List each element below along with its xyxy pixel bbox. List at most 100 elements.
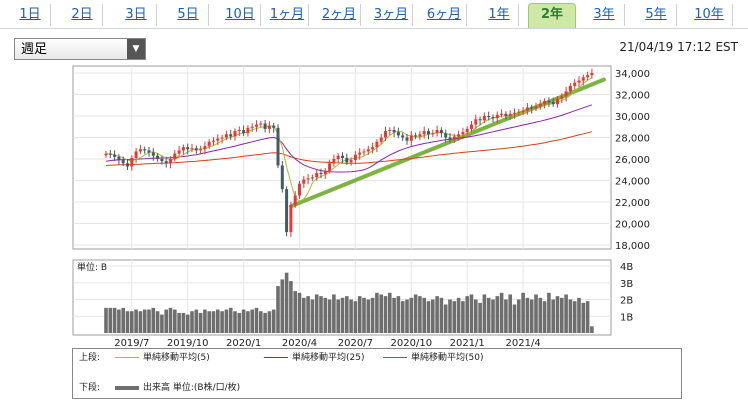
- volume-tick-label: 2B: [620, 296, 633, 307]
- tab-11[interactable]: 3年: [584, 4, 625, 26]
- volume-bar: [486, 297, 491, 333]
- candle: [229, 134, 233, 137]
- volume-tick-label: 3B: [620, 279, 633, 290]
- candle: [220, 137, 224, 139]
- volume-bar: [340, 297, 345, 333]
- volume-bar: [284, 272, 289, 333]
- tab-4[interactable]: 10日: [220, 4, 261, 26]
- volume-bar: [211, 311, 216, 333]
- legend-row-upper: 上段: 単純移動平均(5) 単純移動平均(25) 単純移動平均(50): [79, 351, 679, 365]
- candle: [169, 159, 172, 164]
- candle: [530, 107, 534, 109]
- tab-1[interactable]: 2日: [62, 4, 103, 26]
- ma25-swatch: [264, 357, 288, 358]
- volume-bar: [495, 296, 500, 333]
- tab-10[interactable]: 2年: [528, 3, 576, 28]
- candle: [495, 114, 499, 119]
- volume-bar: [585, 301, 590, 333]
- volume-bar: [370, 297, 375, 333]
- candle: [362, 151, 366, 153]
- candle: [482, 116, 486, 121]
- volume-bar: [413, 294, 418, 333]
- chevron-down-icon[interactable]: ▼: [127, 39, 145, 59]
- volume-bar: [590, 326, 594, 333]
- candle: [573, 82, 577, 86]
- candle: [147, 150, 151, 153]
- volume-bar: [474, 299, 478, 333]
- candle: [457, 134, 461, 137]
- volume-bar: [271, 309, 276, 333]
- legend-row-lower: 下段: 出来高 単位:(B株/口/枚): [79, 381, 679, 395]
- candle: [470, 124, 473, 129]
- candle: [336, 155, 340, 159]
- volume-bar: [572, 301, 577, 333]
- tab-7[interactable]: 3ヶ月: [370, 4, 413, 26]
- volume-bar: [121, 307, 125, 333]
- volume-bar: [534, 294, 538, 333]
- candle: [113, 154, 117, 157]
- volume-bar: [276, 286, 280, 333]
- volume-bar: [345, 296, 349, 333]
- price-tick-label: 32,000: [615, 91, 650, 102]
- candle: [534, 106, 538, 109]
- volume-bar: [237, 312, 242, 333]
- candle: [242, 129, 246, 134]
- candle: [590, 73, 594, 76]
- candle: [379, 137, 383, 142]
- candle: [138, 149, 142, 152]
- tab-13[interactable]: 10年: [686, 4, 733, 26]
- volume-tick-label: 4B: [620, 262, 633, 273]
- candle: [461, 132, 465, 135]
- tab-2[interactable]: 3日: [116, 4, 157, 26]
- candle: [160, 159, 164, 162]
- legend-ma5-label: 単純移動平均(5): [143, 353, 210, 363]
- volume-bar: [443, 304, 448, 333]
- candle: [263, 123, 267, 129]
- legend-ma50-label: 単純移動平均(50): [411, 353, 484, 363]
- volume-bar: [499, 292, 504, 333]
- tab-6[interactable]: 2ヶ月: [318, 4, 361, 26]
- candle: [568, 85, 572, 92]
- volume-bar: [302, 297, 306, 333]
- period-select[interactable]: 週足 ▼: [14, 38, 146, 60]
- candle: [500, 113, 504, 115]
- volume-bar: [426, 301, 431, 333]
- candle: [427, 131, 430, 135]
- tab-5[interactable]: 1ヶ月: [266, 4, 309, 26]
- legend-ma25: 単純移動平均(25): [264, 351, 364, 365]
- candle: [190, 148, 194, 150]
- candle: [487, 116, 491, 118]
- candle: [452, 136, 456, 140]
- volume-bar: [504, 299, 508, 333]
- tab-12[interactable]: 5年: [636, 4, 677, 26]
- volume-bar: [521, 292, 525, 333]
- tab-9[interactable]: 1年: [480, 4, 519, 26]
- tab-8[interactable]: 6ヶ月: [422, 4, 467, 26]
- candle: [551, 102, 555, 105]
- candle: [259, 123, 263, 125]
- price-tick-label: 24,000: [615, 177, 650, 188]
- candle: [104, 153, 108, 156]
- tab-3[interactable]: 5日: [168, 4, 209, 26]
- volume-bar: [306, 296, 310, 333]
- candle: [414, 135, 418, 137]
- price-tick-label: 28,000: [615, 134, 650, 145]
- volume-bar: [297, 292, 302, 333]
- candle: [465, 128, 469, 133]
- candle: [328, 163, 332, 171]
- candle: [272, 125, 276, 128]
- volume-bar: [435, 296, 439, 333]
- candle: [203, 146, 207, 150]
- volume-bar: [332, 294, 336, 333]
- volume-bar: [134, 309, 138, 333]
- volume-bar: [362, 297, 366, 333]
- volume-bar: [577, 297, 581, 333]
- volume-bar: [293, 291, 297, 333]
- volume-bar: [267, 311, 272, 333]
- candle: [366, 149, 370, 152]
- volume-bar: [469, 294, 474, 333]
- candle: [207, 141, 211, 147]
- tab-0[interactable]: 1日: [10, 4, 51, 26]
- chart-legend: 上段: 単純移動平均(5) 単純移動平均(25) 単純移動平均(50) 下段: …: [72, 348, 682, 399]
